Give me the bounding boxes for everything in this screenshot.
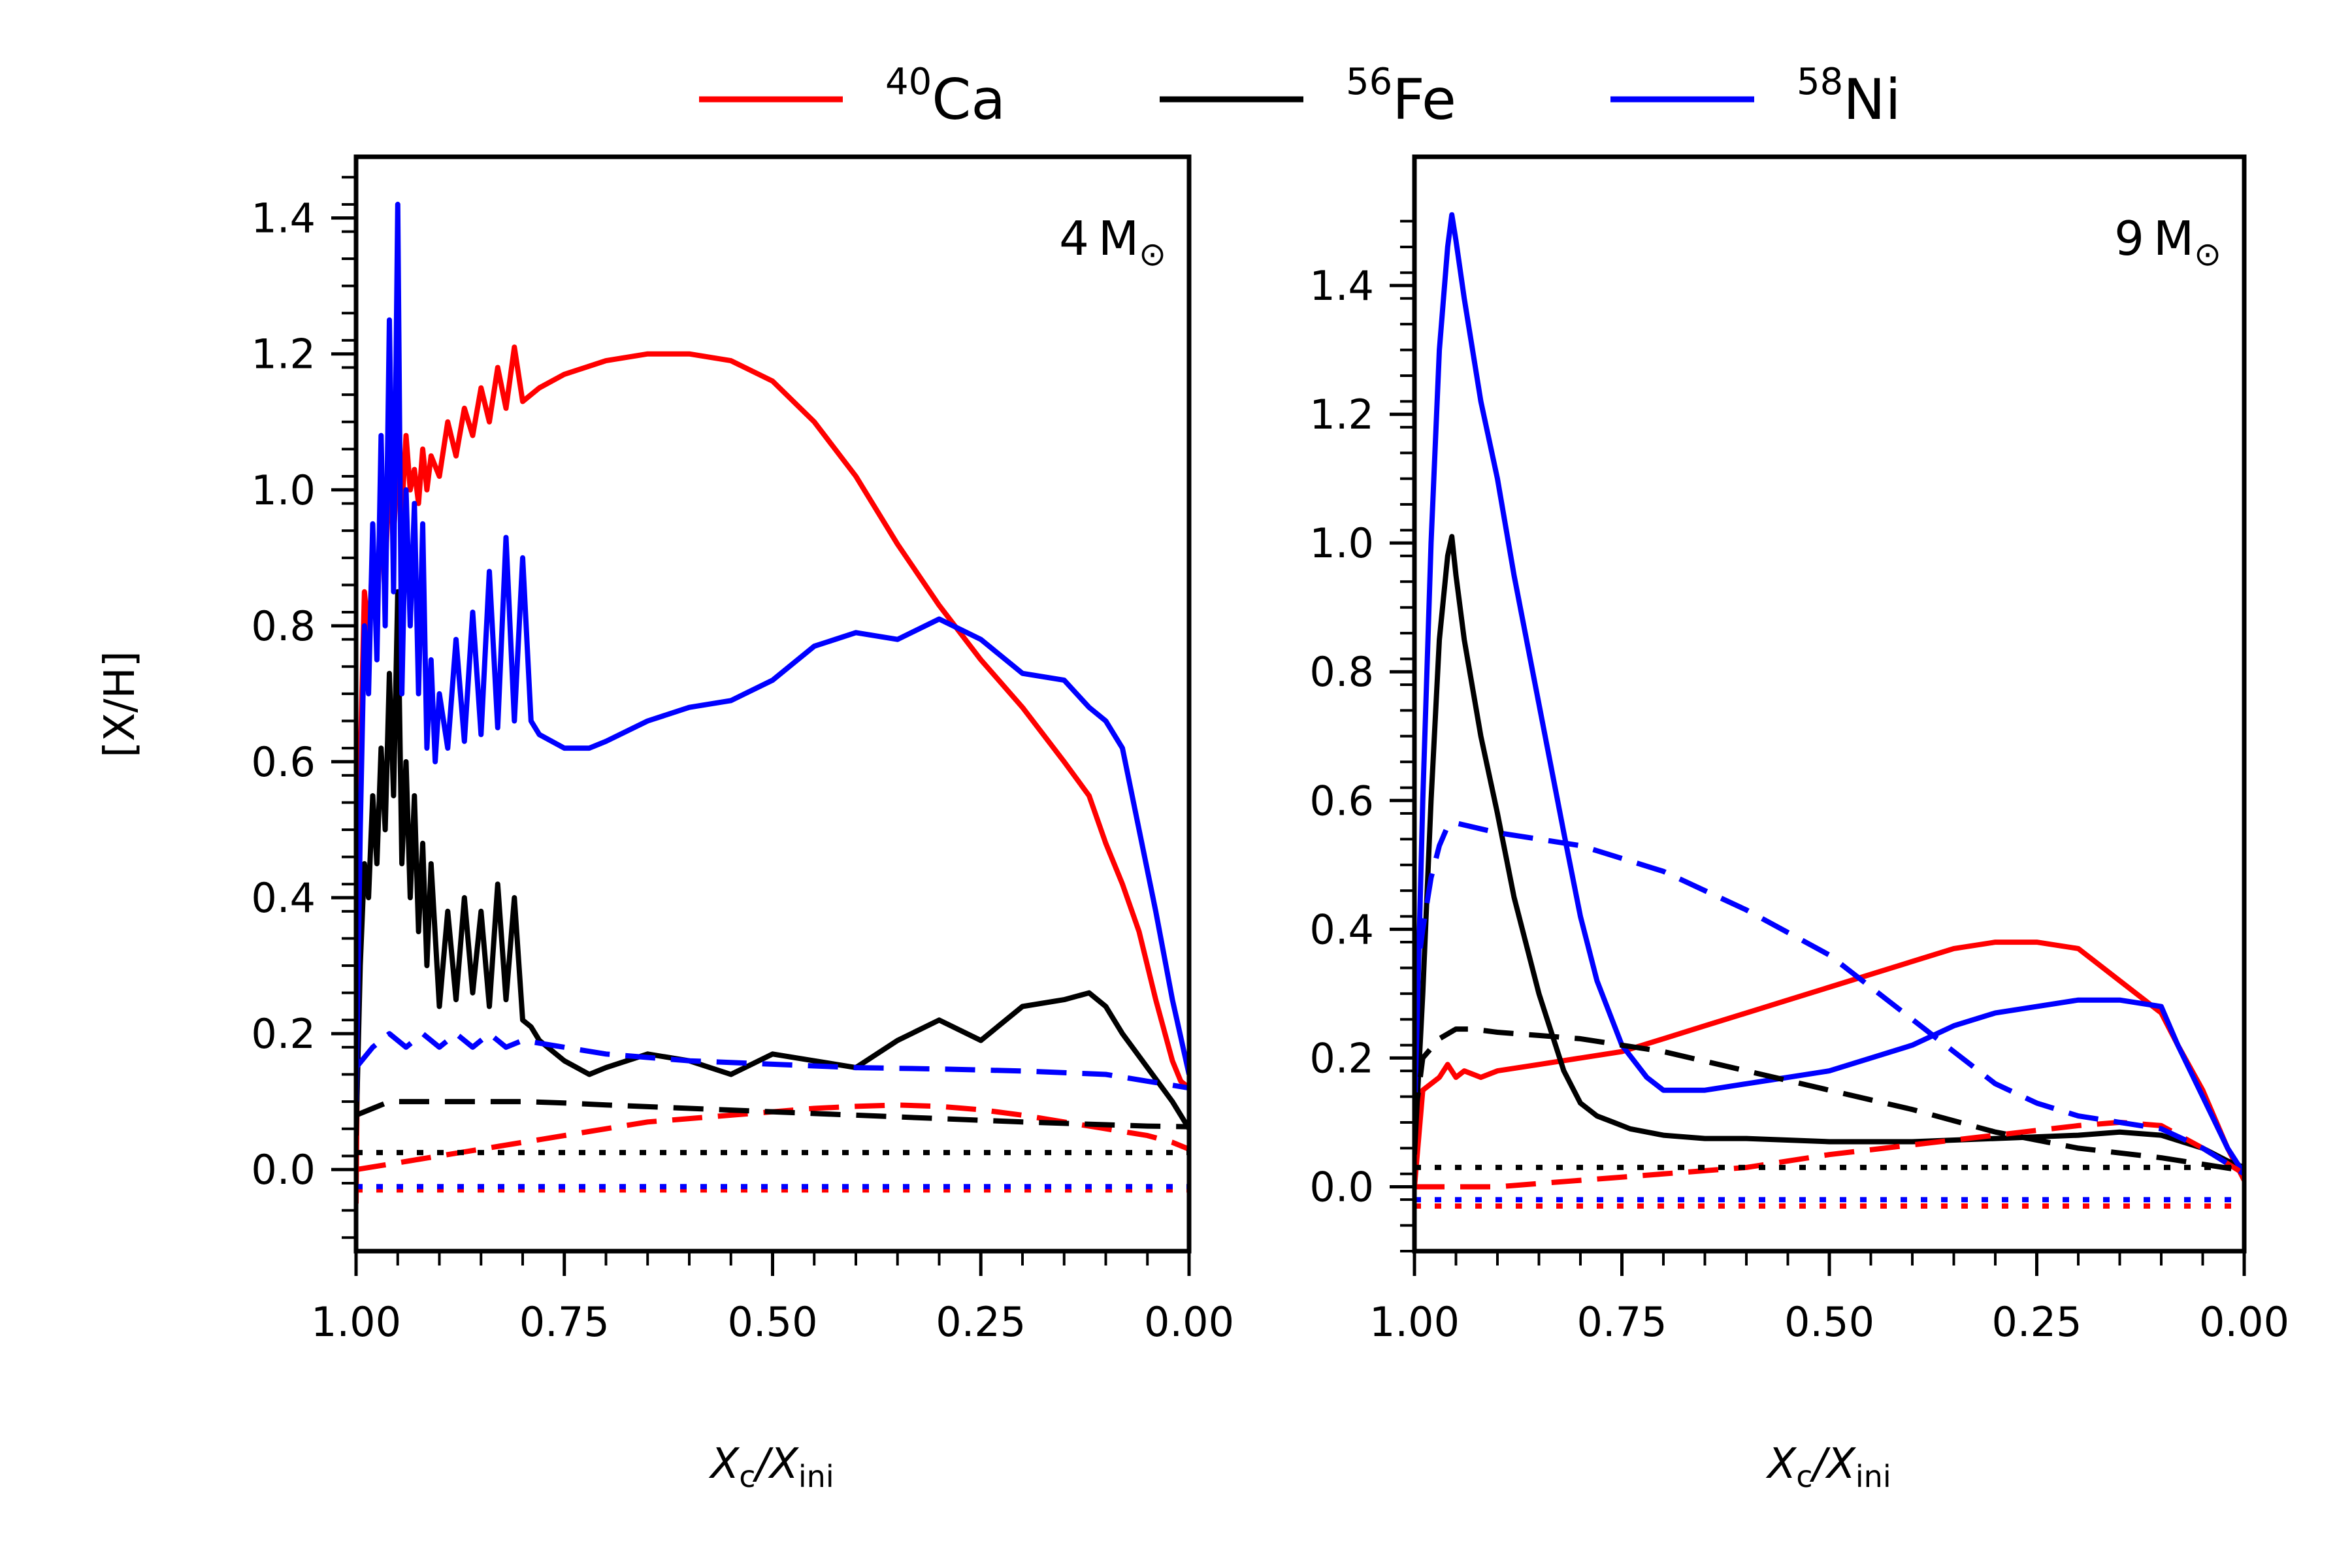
series-line-fe-solid [356, 589, 1189, 1136]
tick-layer-4-msun: 1.00 0.75 0.50 0.25 0.00 0.0 0.2 0.4 0.6 0.8 1.0 1.… [251, 176, 1234, 1346]
y-tick-label: 0.0 [251, 1146, 316, 1194]
y-tick-label: 1.4 [251, 195, 316, 242]
y-tick-label: 0.6 [1309, 777, 1374, 825]
x-tick-label: 0.50 [1784, 1298, 1874, 1346]
panel-9-msun: 1.00 0.75 0.50 0.25 0.00 0.0 0.2 0.4 0.6 0.8 1.0 1.… [1309, 154, 2289, 1494]
x-label-main-2: X [768, 1440, 799, 1488]
series-line-ca-dashed [1414, 1119, 2244, 1190]
series-line-ni-dashed [356, 1031, 1189, 1091]
y-tick-label: 0.0 [1309, 1163, 1374, 1211]
plot-frame-4-msun [353, 154, 1192, 1254]
series-group [1414, 212, 2244, 1209]
x-label-main: X [1765, 1440, 1797, 1488]
panel-label-unit: M [1098, 211, 1139, 266]
x-tick-label: 0.25 [1991, 1298, 2082, 1346]
y-tick-label: 0.2 [251, 1010, 316, 1058]
series-line-ni-solid [1414, 212, 2244, 1175]
y-tick-label: 1.0 [251, 466, 316, 514]
x-tick-label: 1.00 [311, 1298, 401, 1346]
legend-element-ca: Ca [932, 67, 1005, 133]
legend-entry-ni: 58Ni [1610, 61, 1901, 133]
y-tick-label: 1.2 [251, 331, 316, 378]
y-axis-label-4-msun: [X/H] [96, 651, 144, 757]
x-label-main: X [708, 1440, 740, 1488]
legend-mass-fe: 56 [1346, 61, 1392, 103]
y-tick-label: 0.8 [251, 602, 316, 650]
x-tick-label: 0.00 [2199, 1298, 2289, 1346]
x-label-sub-ini: ini [798, 1459, 834, 1494]
y-tick-label: 0.4 [1309, 906, 1374, 953]
y-tick-label: 0.8 [1309, 648, 1374, 696]
series-group [356, 201, 1189, 1204]
x-tick-label: 0.25 [936, 1298, 1026, 1346]
legend-entry-ca: 40Ca [699, 61, 1005, 133]
series-line-fe-dashed [356, 1099, 1189, 1130]
legend-mass-ni: 58 [1797, 61, 1843, 103]
tick-layer-9-msun: 1.00 0.75 0.50 0.25 0.00 0.0 0.2 0.4 0.6 0.8 1.0 1.… [1309, 220, 2289, 1346]
x-tick-label: 0.00 [1144, 1298, 1234, 1346]
series-line-fe-solid [1414, 534, 2244, 1170]
y-tick-label: 0.4 [251, 874, 316, 922]
series-line-ni-dashed [1414, 820, 2244, 1177]
y-tick-label: 1.4 [1309, 262, 1374, 310]
x-label-sub-c: c [739, 1459, 755, 1494]
x-axis-label-9-msun: Xc/Xini [1765, 1440, 1891, 1494]
panel-label-sun-symbol: ⊙ [2194, 235, 2221, 273]
y-tick-label: 1.2 [1309, 391, 1374, 438]
series-line-fe-dashed [1414, 1026, 2244, 1173]
x-label-main-2: X [1825, 1440, 1856, 1488]
y-tick-label: 1.0 [1309, 519, 1374, 567]
legend-label-ca: 40Ca [885, 61, 1005, 133]
legend-element-ni: Ni [1843, 67, 1901, 133]
plot-frame-9-msun [1412, 154, 2247, 1254]
legend: 40Ca 56Fe 58Ni [699, 61, 1901, 133]
x-tick-label: 0.50 [727, 1298, 817, 1346]
x-label-sub-c: c [1796, 1459, 1812, 1494]
series-layer-9-msun [1414, 212, 2244, 1209]
legend-mass-ca: 40 [885, 61, 932, 103]
panel-label-unit: M [2153, 211, 2194, 266]
x-tick-label: 0.75 [519, 1298, 610, 1346]
panel-label-sun-symbol: ⊙ [1139, 235, 1166, 273]
legend-element-fe: Fe [1392, 67, 1456, 133]
y-tick-label: 0.6 [251, 738, 316, 786]
legend-label-ni: 58Ni [1797, 61, 1901, 133]
legend-label-fe: 56Fe [1346, 61, 1456, 133]
series-line-ca-solid [1414, 939, 2244, 1187]
panel-label-4-msun: 4 M⊙ [1059, 211, 1166, 273]
x-axis-label-4-msun: Xc/Xini [708, 1440, 834, 1494]
series-layer-4-msun [356, 201, 1189, 1204]
x-tick-label: 1.00 [1369, 1298, 1460, 1346]
legend-entry-fe: 56Fe [1160, 61, 1456, 133]
x-tick-label: 0.75 [1576, 1298, 1667, 1346]
x-label-sub-ini: ini [1855, 1459, 1891, 1494]
series-line-ni-solid [356, 201, 1189, 1102]
y-tick-label: 0.2 [1309, 1034, 1374, 1082]
panel-label-number: 9 [2114, 211, 2144, 266]
panel-4-msun: 1.00 0.75 0.50 0.25 0.00 0.0 0.2 0.4 0.6 0.8 1.0 1.… [96, 154, 1234, 1494]
panel-label-number: 4 [1059, 211, 1089, 266]
panel-label-9-msun: 9 M⊙ [2114, 211, 2221, 273]
